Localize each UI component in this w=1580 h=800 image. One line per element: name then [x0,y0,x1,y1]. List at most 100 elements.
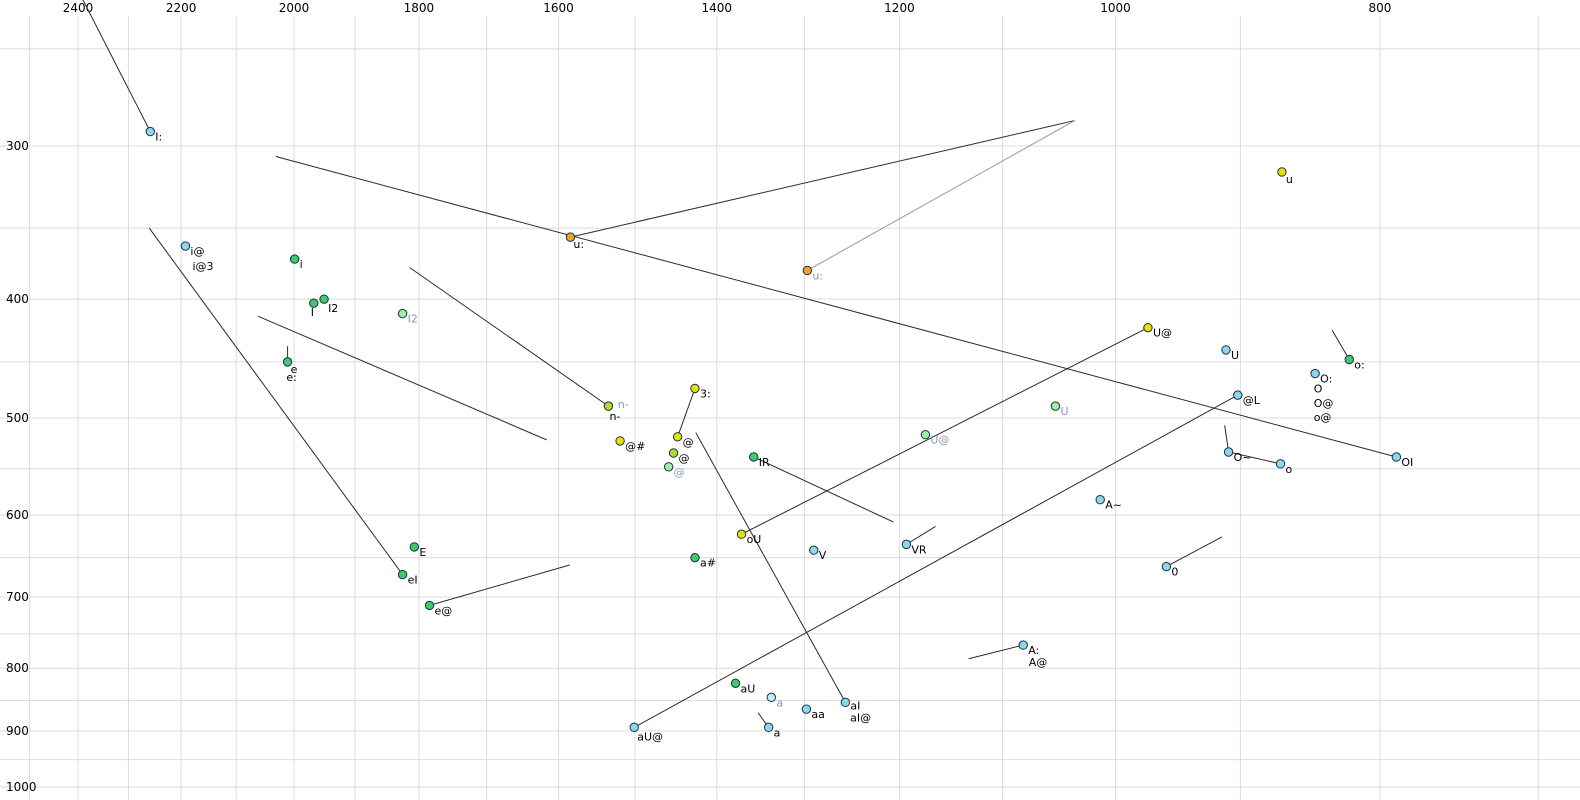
trajectory-line [753,456,894,523]
point-label: u [1286,173,1293,186]
data-point [1233,390,1243,400]
point-label: o: [1354,358,1364,371]
data-point [1018,640,1028,650]
data-point [397,308,408,319]
point-label: I: [155,131,162,144]
point-label: n- [618,398,629,411]
data-point [1310,368,1320,379]
point-label: O [1314,382,1323,395]
data-point [663,462,674,472]
y-tick-label: 300 [6,139,29,153]
trajectory-line [1228,451,1281,465]
data-point [802,265,813,276]
x-tick-label: 1400 [701,1,732,15]
data-point [1344,354,1354,365]
y-tick-label: 900 [6,724,29,738]
data-point [730,678,741,688]
x-tick-label: 2200 [166,1,197,15]
data-point [668,448,679,458]
point-label: 3: [700,387,711,400]
data-point [1221,345,1231,355]
data-point [319,294,329,304]
point-label: o@ [1314,411,1332,424]
point-label: oU [747,533,762,546]
point-label: n- [609,410,620,423]
trajectory-line [677,388,696,437]
point-label: o [1286,463,1293,476]
point-label: VR [911,543,927,556]
point-label: E [419,546,426,559]
data-point [1161,561,1172,572]
y-tick-label: 800 [6,661,29,675]
y-tick-label: 400 [6,292,29,306]
point-label: aU [741,682,756,695]
data-point [690,552,700,563]
data-point [629,722,639,733]
point-label: aU@ [637,730,663,743]
point-label: IR [759,456,770,469]
trajectory-line [633,394,1238,728]
trajectory-line [1166,536,1223,568]
point-label: O~ [1234,451,1252,464]
x-tick-label: 1000 [1100,1,1131,15]
data-point [1223,447,1234,457]
data-point [920,430,931,440]
data-point [749,452,759,462]
point-label: e@ [435,604,453,617]
data-point [672,432,683,442]
point-label: U [1060,405,1068,418]
point-label: OI [1401,456,1413,469]
trajectory-line [807,120,1075,271]
data-point [289,254,300,264]
trajectory-line [570,120,1075,238]
point-label: A@ [1029,656,1048,669]
data-point [409,542,420,552]
y-tick-label: 500 [6,411,29,425]
data-point [1391,452,1402,462]
trajectory-line [906,526,936,545]
point-label: O@ [1314,397,1334,410]
point-label: eI [408,574,418,587]
data-point [763,722,774,733]
trajectory-line [429,564,570,606]
x-tick-label: 2000 [279,1,310,15]
point-label: u: [812,269,823,282]
point-label: U@ [930,434,949,447]
x-tick-label: 1600 [543,1,574,15]
y-tick-label: 600 [6,508,29,522]
point-label: A: [1028,644,1039,657]
data-point [1050,401,1061,411]
point-label: a# [700,557,716,570]
point-label: O: [1320,373,1332,386]
point-label: u: [573,238,584,251]
point-label: V [819,549,827,562]
point-label: U@ [1153,327,1172,340]
data-point [1095,495,1105,505]
x-tick-label: 1800 [404,1,435,15]
data-point [901,539,912,550]
point-label: aI@ [850,712,871,725]
point-label: @ [683,436,694,449]
point-label: e: [286,371,296,384]
x-tick-label: 1200 [884,1,915,15]
x-tick-label: 2400 [63,1,94,15]
data-point [1277,167,1287,177]
data-point [145,126,155,137]
trajectory-line [82,0,151,132]
point-label: a [774,726,781,739]
trajectory-line [695,432,846,703]
trajectory-line [409,267,609,407]
point-label: aI [850,699,860,712]
y-tick-label: 1000 [6,780,37,794]
point-label: 0 [1171,566,1178,579]
point-label: a [776,696,783,709]
trajectory-line [741,327,1149,535]
point-label: i [300,258,303,271]
trajectory-line [275,156,1397,458]
data-point [809,545,819,555]
point-label: I [311,306,314,319]
data-point [840,697,851,708]
y-tick-label: 700 [6,590,29,604]
